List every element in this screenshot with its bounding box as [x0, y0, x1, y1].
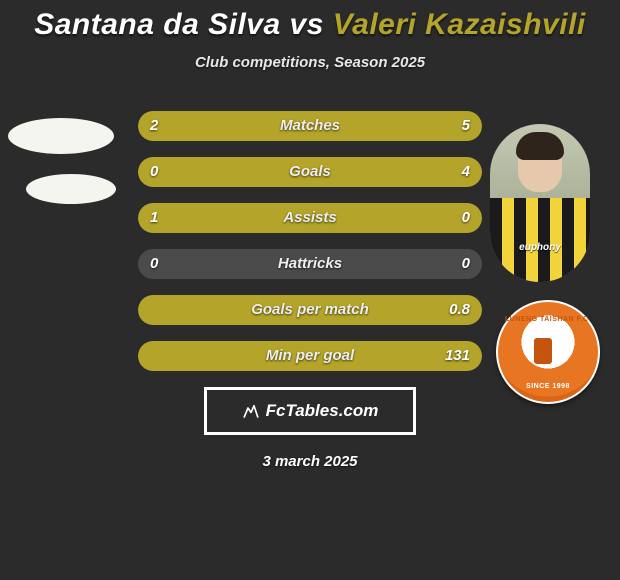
club-badge-bottom-text: SINCE 1998: [498, 383, 598, 390]
player1-avatar-placeholder-2: [26, 174, 116, 204]
player2-sponsor: euphony: [490, 242, 590, 253]
stat-label: Assists: [138, 203, 482, 233]
stat-row: 2Matches5: [138, 111, 482, 141]
date: 3 march 2025: [0, 453, 620, 470]
stat-value-right: 4: [462, 157, 470, 187]
stat-row: 0Hattricks0: [138, 249, 482, 279]
page-title: Santana da Silva vs Valeri Kazaishvili: [0, 0, 620, 42]
player2-avatar: euphony: [490, 124, 590, 282]
stat-value-right: 0: [462, 203, 470, 233]
stat-row: Min per goal131: [138, 341, 482, 371]
stat-row: 1Assists0: [138, 203, 482, 233]
stat-row: 0Goals4: [138, 157, 482, 187]
stat-label: Hattricks: [138, 249, 482, 279]
stat-value-right: 131: [445, 341, 470, 371]
title-player2: Valeri Kazaishvili: [333, 8, 586, 41]
title-vs: vs: [290, 8, 324, 41]
stat-label: Min per goal: [138, 341, 482, 371]
brand-box[interactable]: FcTables.com: [204, 387, 416, 435]
player2-hair: [516, 132, 564, 160]
stat-value-right: 0.8: [449, 295, 470, 325]
club-badge-top-text: LUNENG TAISHAN F.C.: [498, 316, 598, 323]
brand-logo-icon: [242, 402, 260, 420]
stat-label: Goals: [138, 157, 482, 187]
stat-label: Matches: [138, 111, 482, 141]
subtitle: Club competitions, Season 2025: [0, 54, 620, 71]
club-badge: LUNENG TAISHAN F.C. SINCE 1998: [496, 300, 600, 404]
title-player1: Santana da Silva: [34, 8, 280, 41]
stat-value-right: 5: [462, 111, 470, 141]
brand-text: FcTables.com: [266, 401, 379, 421]
player1-avatar-placeholder-1: [8, 118, 114, 154]
stat-row: Goals per match0.8: [138, 295, 482, 325]
stat-label: Goals per match: [138, 295, 482, 325]
stat-value-right: 0: [462, 249, 470, 279]
club-badge-mark: [534, 338, 552, 364]
player2-jersey: [490, 198, 590, 282]
